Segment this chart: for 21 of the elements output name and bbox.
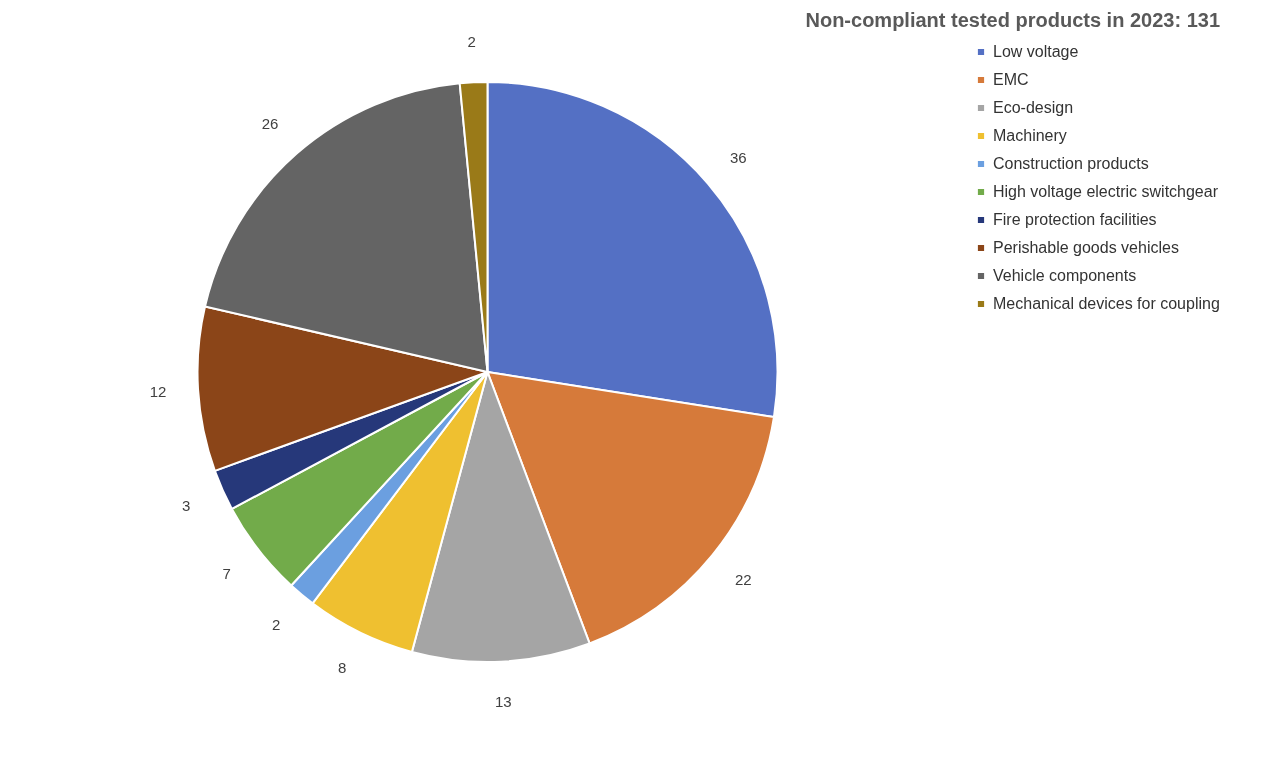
chart-title: Non-compliant tested products in 2023: 131 bbox=[805, 9, 1220, 32]
data-label: 2 bbox=[271, 616, 281, 634]
data-label: 3 bbox=[181, 497, 191, 515]
legend-label: EMC bbox=[993, 71, 1029, 88]
data-label: 36 bbox=[729, 148, 747, 166]
data-label: 12 bbox=[149, 382, 167, 400]
legend-label: Vehicle components bbox=[993, 267, 1137, 284]
legend-label: Perishable goods vehicles bbox=[993, 239, 1179, 256]
legend-label: High voltage electric switchgear bbox=[993, 183, 1219, 200]
data-label: 26 bbox=[261, 114, 279, 132]
legend-label: Mechanical devices for coupling bbox=[993, 295, 1220, 312]
data-label: 13 bbox=[494, 692, 512, 710]
data-label: 2 bbox=[467, 33, 476, 51]
data-label: 8 bbox=[338, 659, 347, 677]
legend-label: Machinery bbox=[993, 127, 1067, 144]
legend-label: Fire protection facilities bbox=[993, 211, 1157, 228]
legend-label: Low voltage bbox=[993, 43, 1079, 60]
data-label: 7 bbox=[222, 565, 231, 583]
legend-label: Eco-design bbox=[993, 99, 1074, 116]
legend-label: Construction products bbox=[993, 155, 1149, 172]
data-label: 22 bbox=[735, 571, 752, 589]
